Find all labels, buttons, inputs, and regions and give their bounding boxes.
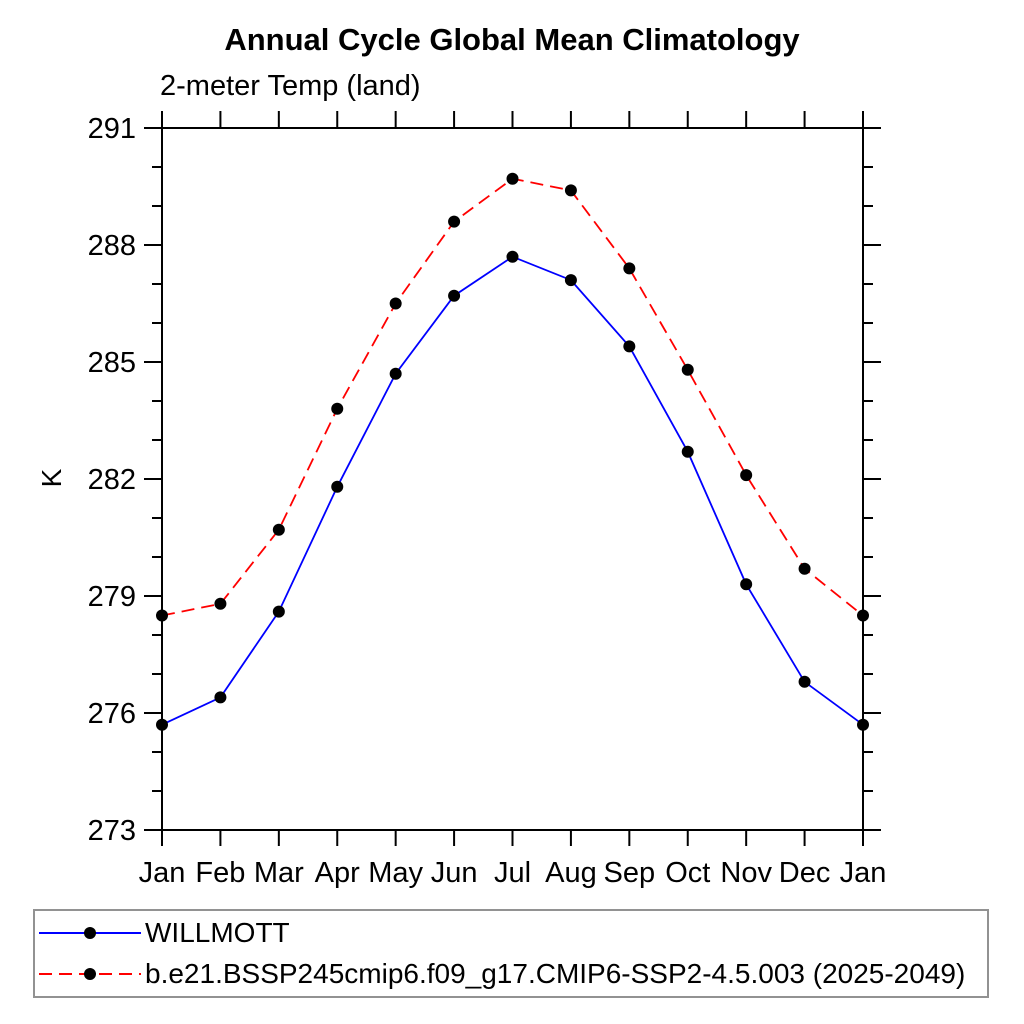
legend-label-model: b.e21.BSSP245cmip6.f09_g17.CMIP6-SSP2-4.… <box>145 958 966 989</box>
y-axis-ticks <box>144 127 881 831</box>
data-point-marker <box>857 718 869 731</box>
data-point-marker <box>740 469 753 482</box>
x-tick-label: Mar <box>254 857 304 889</box>
y-tick-label: 288 <box>88 230 136 262</box>
y-tick-label: 282 <box>88 464 136 496</box>
x-axis-ticks <box>161 111 864 846</box>
legend-key-willmott-line <box>39 927 141 939</box>
data-point-marker <box>506 172 519 185</box>
legend-key-marker <box>84 968 96 980</box>
chart-title: Annual Cycle Global Mean Climatology <box>224 22 800 57</box>
data-point-marker <box>389 367 402 380</box>
x-tick-label: Jan <box>139 857 186 889</box>
data-point-marker <box>506 250 519 263</box>
legend-item-willmott: WILLMOTT <box>35 914 987 952</box>
data-point-marker <box>623 340 636 353</box>
series-1-markers <box>156 172 869 622</box>
legend-key-marker <box>84 927 96 939</box>
data-point-marker <box>681 445 694 458</box>
series-0-markers <box>156 250 869 731</box>
y-tick-label: 285 <box>88 347 136 379</box>
data-point-marker <box>214 691 227 704</box>
data-point-marker <box>857 609 869 622</box>
data-point-marker <box>448 289 461 302</box>
data-point-marker <box>156 609 168 622</box>
x-tick-label: Jun <box>431 857 478 889</box>
x-tick-label: Jan <box>840 857 887 889</box>
data-point-marker <box>740 578 753 591</box>
y-tick-label: 276 <box>88 698 136 730</box>
x-tick-label: Feb <box>195 857 245 889</box>
data-point-marker <box>272 605 285 618</box>
data-point-marker <box>272 523 285 536</box>
data-point-marker <box>331 402 344 415</box>
y-tick-labels: 273 276 279 282 285 288 291 <box>88 113 136 847</box>
legend-item-model: b.e21.BSSP245cmip6.f09_g17.CMIP6-SSP2-4.… <box>35 955 987 993</box>
data-point-marker <box>798 562 811 575</box>
y-tick-label: 273 <box>88 815 136 847</box>
legend-label-willmott: WILLMOTT <box>145 917 290 948</box>
x-tick-label: May <box>368 857 423 889</box>
data-point-marker <box>448 215 461 228</box>
data-point-marker <box>564 274 577 287</box>
chart-subtitle: 2-meter Temp (land) <box>160 70 421 102</box>
data-point-marker <box>389 297 402 310</box>
data-point-marker <box>681 363 694 376</box>
series-1-line <box>161 177 864 617</box>
x-tick-label: Apr <box>315 857 360 889</box>
data-point-marker <box>623 262 636 275</box>
data-point-marker <box>214 597 227 610</box>
axis-box <box>161 127 864 831</box>
data-point-marker <box>798 675 811 688</box>
data-point-marker <box>331 480 344 493</box>
x-tick-label: Jul <box>494 857 531 889</box>
x-tick-labels: Jan Feb Mar Apr May Jun Jul Aug Sep Oct Nov Dec Jan <box>139 857 887 889</box>
x-tick-label: Nov <box>720 857 772 889</box>
legend: WILLMOTT b.e21.BSSP245cmip6.f09_g17.CMIP… <box>33 909 989 998</box>
x-tick-label: Oct <box>665 857 710 889</box>
x-tick-label: Aug <box>545 857 597 889</box>
legend-key-model-line <box>39 968 141 980</box>
y-tick-label: 291 <box>88 113 136 145</box>
x-tick-label: Sep <box>604 857 656 889</box>
y-tick-label: 279 <box>88 581 136 613</box>
data-point-marker <box>156 718 168 731</box>
x-tick-label: Dec <box>779 857 831 889</box>
data-point-marker <box>564 184 577 197</box>
series-0-line <box>161 255 864 726</box>
